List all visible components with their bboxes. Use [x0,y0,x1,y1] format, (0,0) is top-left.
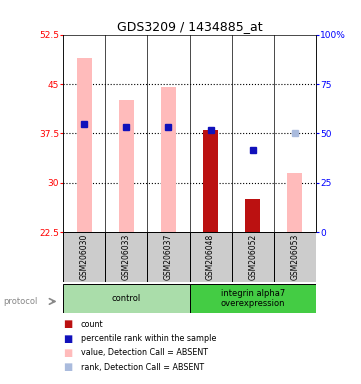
Text: GSM206053: GSM206053 [290,234,299,280]
Text: value, Detection Call = ABSENT: value, Detection Call = ABSENT [81,348,208,358]
Text: integrin alpha7
overexpression: integrin alpha7 overexpression [221,289,285,308]
Text: rank, Detection Call = ABSENT: rank, Detection Call = ABSENT [81,362,204,372]
Bar [274,232,316,282]
Text: control: control [112,294,141,303]
Bar [119,101,134,232]
Text: GSM206037: GSM206037 [164,234,173,280]
Bar [232,232,274,282]
Text: protocol: protocol [4,297,38,306]
Bar [161,87,176,232]
Text: GSM206030: GSM206030 [80,234,89,280]
Bar [190,284,316,313]
Text: ■: ■ [63,348,73,358]
Title: GDS3209 / 1434885_at: GDS3209 / 1434885_at [117,20,262,33]
Bar [63,232,105,282]
Bar [190,232,232,282]
Bar [287,173,302,232]
Bar [203,130,218,232]
Bar [63,284,190,313]
Bar [105,232,147,282]
Text: percentile rank within the sample: percentile rank within the sample [81,334,216,343]
Text: ■: ■ [63,319,73,329]
Bar [245,199,260,232]
Text: GSM206052: GSM206052 [248,234,257,280]
Bar [147,232,190,282]
Bar [77,58,92,232]
Text: ■: ■ [63,334,73,344]
Text: GSM206048: GSM206048 [206,234,215,280]
Text: count: count [81,320,103,329]
Text: GSM206033: GSM206033 [122,234,131,280]
Text: ■: ■ [63,362,73,372]
